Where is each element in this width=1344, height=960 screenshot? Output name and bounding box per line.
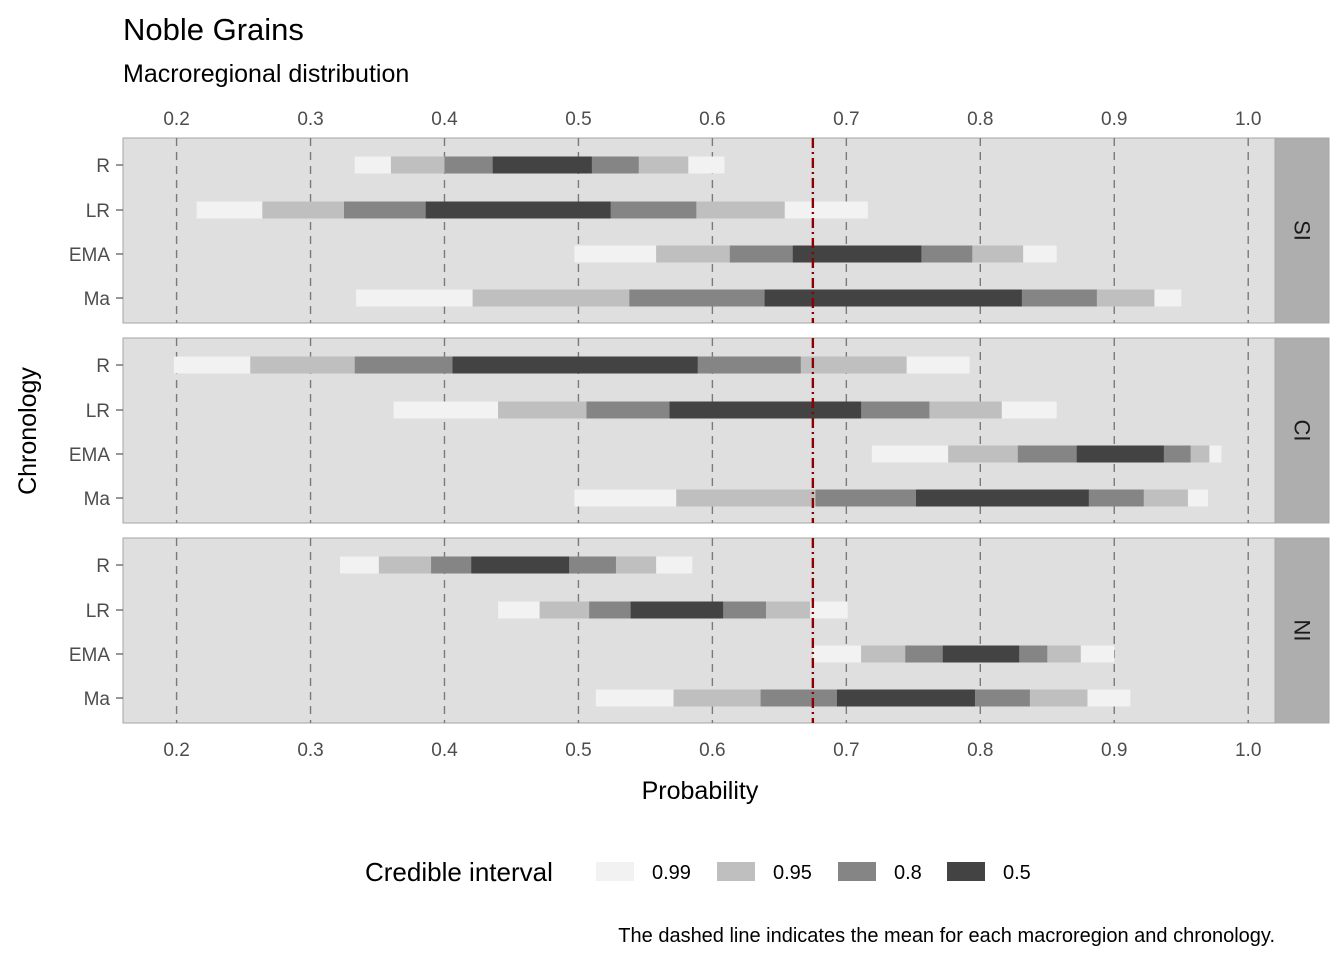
x-tick-label: 0.8 <box>967 740 993 761</box>
y-tick-label: R <box>96 356 110 377</box>
chart-subtitle: Macroregional distribution <box>123 60 409 88</box>
y-tick-label: LR <box>86 201 110 222</box>
top-axis: 0.2 0.3 0.4 0.5 0.6 0.7 0.8 0.9 1.0 <box>163 109 1261 130</box>
y-tick-label: R <box>96 156 110 177</box>
x-tick-label-top: 0.4 <box>431 109 458 130</box>
x-tick-label: 0.6 <box>699 740 725 761</box>
legend-swatch <box>947 862 985 881</box>
x-tick-label: 0.7 <box>833 740 859 761</box>
strip-label: CI <box>1290 420 1315 442</box>
legend-label: 0.95 <box>773 862 812 884</box>
legend-swatch <box>717 862 755 881</box>
x-tick-label-top: 1.0 <box>1235 109 1261 130</box>
x-tick-label-top: 0.8 <box>967 109 993 130</box>
x-tick-label-top: 0.5 <box>565 109 591 130</box>
y-tick-label: Ma <box>84 689 111 710</box>
y-axis-label: Chronology <box>14 367 42 495</box>
chart-title: Noble Grains <box>123 12 304 47</box>
y-tick-label: R <box>96 556 110 577</box>
x-tick-label: 0.5 <box>565 740 591 761</box>
x-tick-label-top: 0.6 <box>699 109 725 130</box>
legend-swatch <box>596 862 634 881</box>
legend: Credible interval 0.99 0.95 0.8 0.5 <box>365 857 1031 887</box>
x-tick-label-top: 0.9 <box>1101 109 1127 130</box>
facet-panels: SI R LR EMA Ma CI R LR EMA Ma NI R LR EMA Ma <box>69 137 1330 724</box>
strip-label: NI <box>1290 620 1315 642</box>
x-tick-label-top: 0.3 <box>297 109 323 130</box>
interval-bar-0.5 <box>916 489 1089 507</box>
y-tick-label: EMA <box>69 445 111 466</box>
y-tick-label: EMA <box>69 245 111 266</box>
interval-bar-0.5 <box>1076 445 1164 463</box>
x-tick-label-top: 0.7 <box>833 109 859 130</box>
interval-bar-0.5 <box>764 289 1022 307</box>
caption: The dashed line indicates the mean for e… <box>618 925 1275 947</box>
interval-bar-0.5 <box>942 645 1020 663</box>
bottom-axis: 0.2 0.3 0.4 0.5 0.6 0.7 0.8 0.9 1.0 <box>163 740 1261 761</box>
x-tick-label: 0.3 <box>297 740 323 761</box>
x-axis-label: Probability <box>642 777 759 805</box>
y-tick-label: LR <box>86 401 110 422</box>
interval-bar-0.5 <box>452 356 698 374</box>
panel-NI: NI R LR EMA Ma <box>69 537 1330 724</box>
interval-bar-0.5 <box>669 401 862 419</box>
x-tick-label: 1.0 <box>1235 740 1261 761</box>
legend-label: 0.99 <box>652 862 691 884</box>
y-tick-label: EMA <box>69 645 111 666</box>
y-tick-label: Ma <box>84 489 111 510</box>
strip-background <box>1274 537 1330 724</box>
x-tick-label: 0.2 <box>163 740 189 761</box>
interval-bar-0.5 <box>792 245 922 263</box>
interval-bar-0.5 <box>492 156 592 174</box>
interval-bar-0.5 <box>630 601 724 619</box>
legend-label: 0.8 <box>894 862 922 884</box>
x-tick-label: 0.4 <box>431 740 458 761</box>
y-tick-label: LR <box>86 601 110 622</box>
x-tick-label: 0.9 <box>1101 740 1127 761</box>
legend-title: Credible interval <box>365 857 553 887</box>
y-tick-label: Ma <box>84 289 111 310</box>
interval-bar-0.5 <box>836 689 975 707</box>
interval-bar-0.5 <box>471 556 570 574</box>
legend-label: 0.5 <box>1003 862 1031 884</box>
x-tick-label-top: 0.2 <box>163 109 189 130</box>
strip-label: SI <box>1290 220 1315 241</box>
panel-CI: CI R LR EMA Ma <box>69 337 1330 524</box>
strip-background <box>1274 137 1330 324</box>
interval-bar-0.5 <box>425 201 611 219</box>
legend-swatch <box>838 862 876 881</box>
strip-background <box>1274 337 1330 524</box>
panel-SI: SI R LR EMA Ma <box>69 137 1330 324</box>
